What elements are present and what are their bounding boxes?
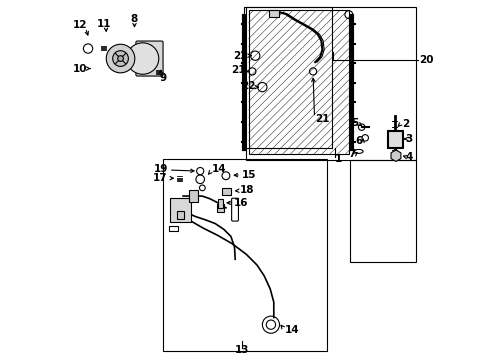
Text: 20: 20 bbox=[419, 55, 433, 65]
Text: 17: 17 bbox=[153, 173, 167, 183]
Text: 19: 19 bbox=[153, 164, 167, 174]
Bar bbox=[248, 10, 348, 154]
FancyBboxPatch shape bbox=[136, 41, 163, 76]
Circle shape bbox=[118, 56, 123, 62]
Text: 22: 22 bbox=[233, 51, 247, 61]
Text: 3: 3 bbox=[405, 134, 412, 144]
Text: 7: 7 bbox=[347, 149, 354, 159]
Text: 18: 18 bbox=[240, 185, 254, 195]
Bar bbox=[217, 199, 222, 207]
Text: 6: 6 bbox=[354, 136, 362, 146]
Text: 21: 21 bbox=[231, 65, 245, 75]
Text: 8: 8 bbox=[131, 14, 138, 24]
Text: 21: 21 bbox=[315, 114, 329, 124]
Text: 2: 2 bbox=[401, 118, 408, 129]
Text: 15: 15 bbox=[241, 170, 256, 180]
Bar bbox=[170, 198, 190, 222]
Text: 5: 5 bbox=[351, 118, 358, 128]
Bar bbox=[189, 190, 198, 202]
Bar bbox=[387, 131, 402, 147]
Bar bbox=[244, 7, 331, 148]
Text: 16: 16 bbox=[233, 198, 248, 208]
Text: 4: 4 bbox=[405, 152, 412, 162]
Circle shape bbox=[106, 44, 135, 73]
Text: 9: 9 bbox=[159, 73, 166, 83]
Bar bbox=[268, 10, 278, 17]
Text: 1: 1 bbox=[334, 154, 341, 163]
Ellipse shape bbox=[126, 43, 159, 74]
Circle shape bbox=[112, 51, 128, 66]
Text: 12: 12 bbox=[73, 19, 87, 30]
Text: 14: 14 bbox=[211, 164, 226, 174]
Text: 13: 13 bbox=[234, 345, 248, 355]
Text: 14: 14 bbox=[284, 325, 299, 335]
Bar bbox=[246, 7, 415, 160]
Text: 11: 11 bbox=[97, 18, 111, 28]
Bar bbox=[349, 160, 415, 262]
Text: 22: 22 bbox=[240, 81, 255, 91]
Bar bbox=[222, 188, 230, 195]
Bar bbox=[163, 159, 326, 351]
Text: 10: 10 bbox=[73, 64, 87, 73]
Bar bbox=[386, 130, 403, 148]
Bar bbox=[177, 211, 184, 219]
Bar bbox=[169, 226, 178, 231]
Bar bbox=[216, 204, 224, 212]
